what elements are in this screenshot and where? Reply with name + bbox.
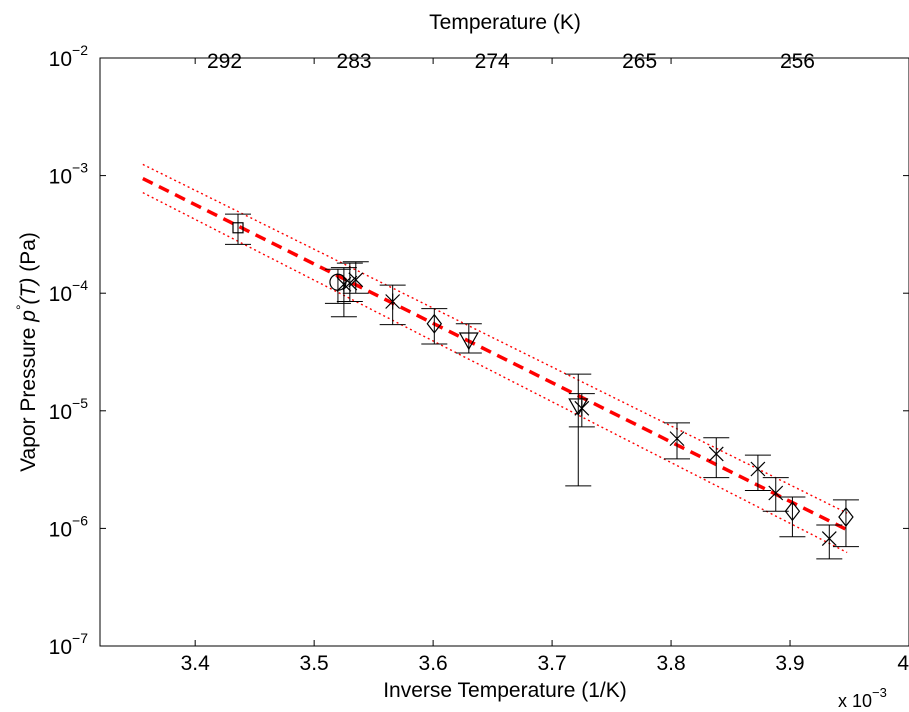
data-point-x	[762, 477, 789, 512]
data-point-triangle-down	[455, 323, 482, 354]
top-tick-label: 283	[337, 50, 372, 73]
y-tick-label: 10−4	[49, 277, 89, 306]
marker-diamond	[838, 507, 854, 527]
marker-x	[669, 431, 685, 447]
x-tick-label: 3.4	[181, 652, 211, 675]
marker-asterisk	[385, 293, 401, 310]
y-axis-title-degree: °	[13, 304, 29, 310]
y-axis-title-symbol: p	[17, 310, 40, 323]
marker-x	[821, 531, 837, 546]
y-tick-exponent: −5	[72, 395, 88, 411]
top-axis-ticks: 292 283 274 265 256	[207, 50, 815, 73]
y-tick-exponent: −2	[72, 42, 88, 58]
y-axis-ticks: 10−710−610−510−410−310−2	[49, 42, 909, 659]
data-point-x	[703, 437, 730, 479]
y-tick-exponent: −3	[72, 160, 88, 176]
data-point-asterisk	[330, 267, 357, 318]
data-point-asterisk	[379, 284, 406, 326]
x-axis-title: Inverse Temperature (1/K)	[383, 679, 627, 702]
marker-x	[750, 461, 766, 477]
x-axis-multiplier: x 10−3	[838, 685, 887, 711]
marker-triangle-down	[458, 332, 479, 351]
marker-diamond	[426, 313, 443, 334]
top-tick-label: 274	[475, 50, 510, 73]
fit-lines	[142, 163, 848, 554]
data-point-square	[225, 213, 252, 245]
y-axis-title-prefix: Vapor Pressure	[17, 328, 40, 472]
plot-area	[99, 57, 909, 647]
y-tick-exponent: −6	[72, 512, 88, 528]
x-tick-label: 3.8	[656, 652, 685, 675]
data-point-diamond	[779, 496, 806, 538]
fit-upper-bound	[142, 163, 848, 514]
data-point-diamond	[421, 308, 448, 345]
marker-x	[768, 485, 784, 501]
y-tick-exponent: −4	[72, 277, 88, 293]
fit-line-dashed	[142, 176, 848, 532]
y-axis-title-arg: (T)	[17, 278, 40, 305]
x-tick-label: 3.5	[300, 652, 329, 675]
y-tick-label: 10−3	[49, 160, 89, 189]
x-tick-label: 3.9	[775, 652, 804, 675]
y-tick-label: 10−2	[49, 42, 89, 71]
data-point-x	[342, 261, 369, 294]
marker-x	[708, 446, 724, 462]
marker-asterisk	[574, 400, 590, 417]
data-point-asterisk	[568, 393, 595, 428]
y-tick-label: 10−7	[49, 630, 89, 659]
x-tick-label: 3.7	[537, 652, 566, 675]
top-tick-label: 292	[207, 50, 242, 73]
y-tick-label: 10−6	[49, 512, 89, 541]
y-tick-base: 10	[49, 636, 72, 659]
x-multiplier-base: x 10	[838, 691, 872, 711]
data-point-x	[744, 454, 771, 492]
x-axis-ticks: 3.4 3.5 3.6 3.7 3.8 3.9 4	[181, 58, 909, 675]
fit-lower-bound	[142, 192, 848, 554]
data-point-diamond	[832, 499, 859, 548]
y-tick-label: 10−5	[49, 395, 89, 424]
x-tick-label: 3.6	[419, 652, 448, 675]
data-points	[225, 213, 859, 560]
data-point-x	[816, 524, 843, 560]
x-tick-label: 4	[897, 652, 909, 675]
y-tick-base: 10	[49, 401, 72, 424]
y-tick-base: 10	[49, 283, 72, 306]
y-tick-base: 10	[49, 166, 72, 189]
y-tick-exponent: −7	[72, 630, 88, 646]
y-tick-base: 10	[49, 518, 72, 541]
top-axis-title: Temperature (K)	[429, 11, 581, 34]
data-point-x	[664, 422, 691, 460]
x-multiplier-exponent: −3	[872, 685, 887, 700]
marker-x	[348, 272, 364, 288]
y-axis-title: Vapor Pressure p°(T) (Pa)	[13, 232, 40, 472]
top-tick-label: 265	[622, 50, 657, 73]
top-tick-label: 256	[780, 50, 815, 73]
marker-square	[232, 222, 244, 234]
y-tick-base: 10	[49, 48, 72, 71]
y-axis-title-unit: (Pa)	[17, 232, 40, 272]
marker-diamond	[784, 501, 801, 522]
